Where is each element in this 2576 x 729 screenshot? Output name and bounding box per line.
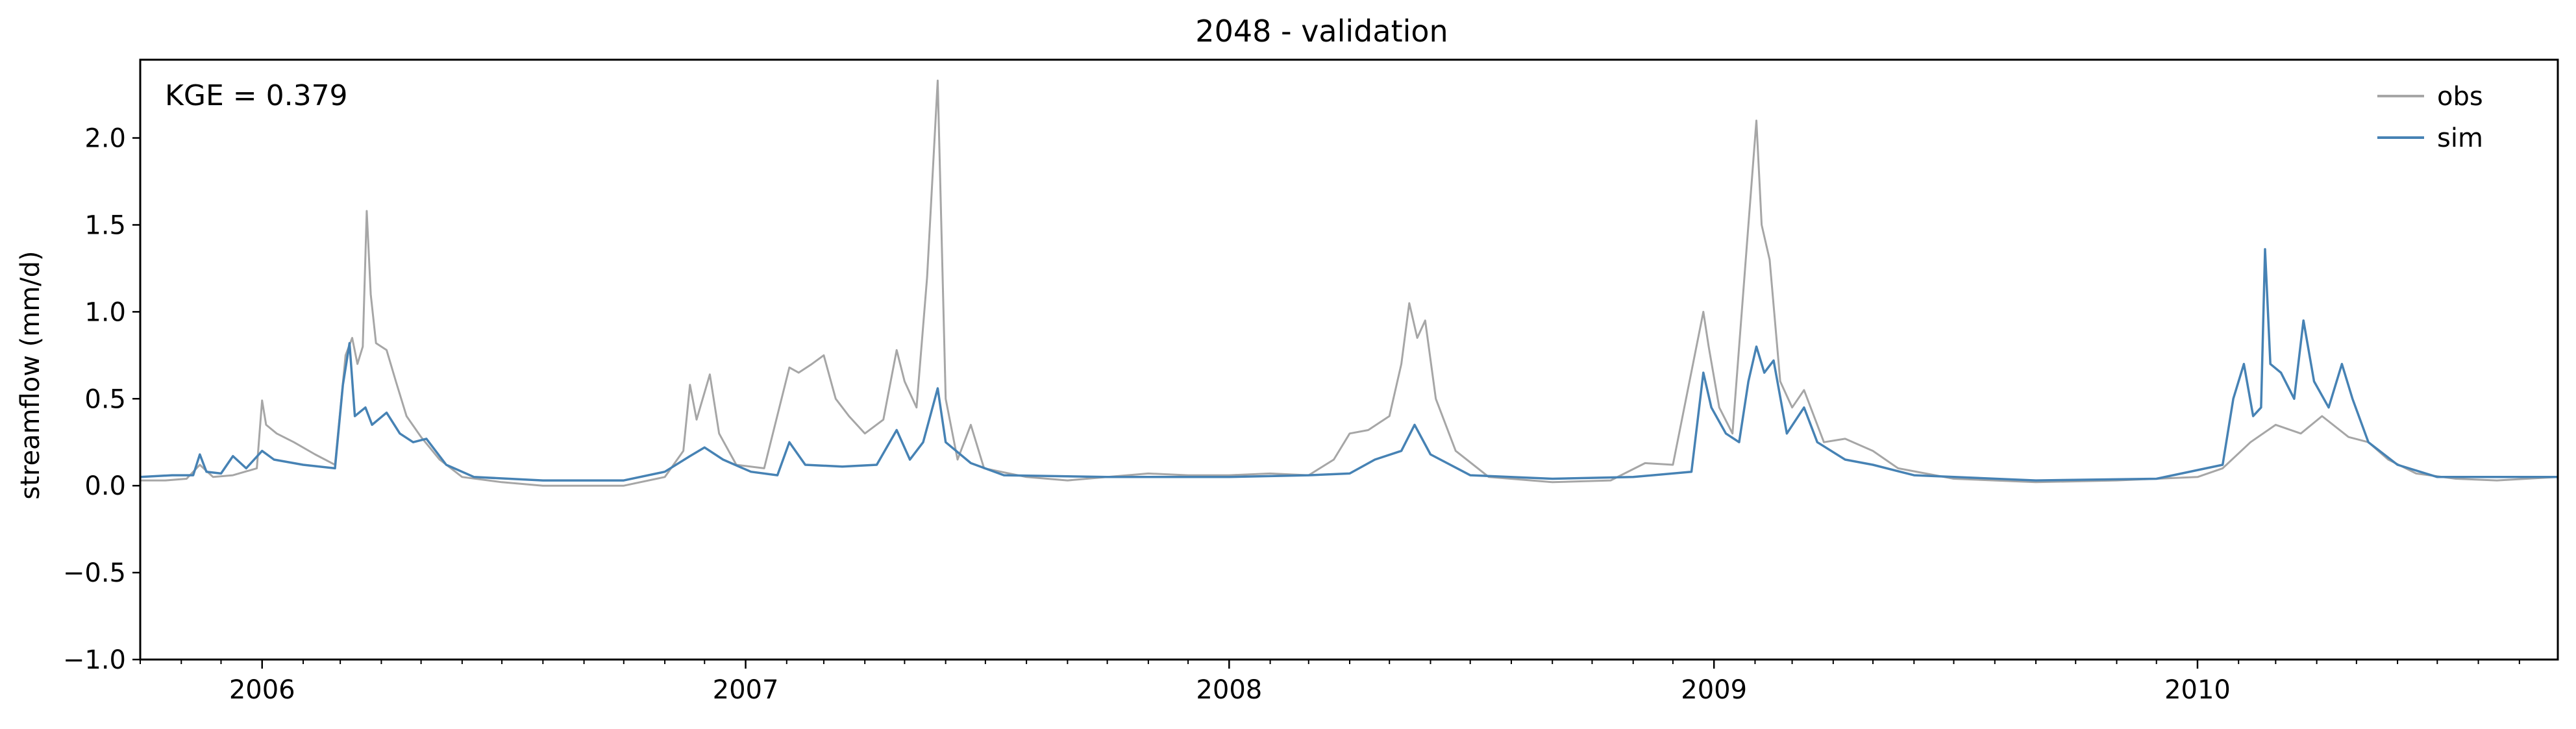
x-tick-label: 2006	[229, 675, 295, 705]
legend-label-obs: obs	[2437, 82, 2483, 112]
y-tick-label: −1.0	[63, 645, 126, 675]
x-tick-label: 2008	[1196, 675, 1262, 705]
plot-frame	[139, 58, 2559, 661]
y-tick-label: 0.0	[84, 471, 126, 501]
x-tick-label: 2007	[713, 675, 779, 705]
kge-annotation: KGE = 0.379	[165, 79, 348, 112]
y-axis: −1.0 −0.5 0.0 0.5 1.0 1.5 2.0	[63, 124, 140, 675]
legend-label-sim: sim	[2437, 123, 2483, 153]
plot-area	[140, 79, 2558, 487]
y-tick-label: 0.5	[84, 384, 126, 414]
legend: obs sim	[2377, 82, 2483, 153]
x-tick-label: 2010	[2164, 675, 2231, 705]
x-tick-label: 2009	[1681, 675, 1747, 705]
y-tick-label: 1.0	[84, 297, 126, 327]
chart-title: 2048 - validation	[1195, 14, 1448, 49]
y-tick-label: −0.5	[63, 558, 126, 588]
y-tick-label: 1.5	[84, 210, 126, 240]
series-line-obs	[140, 79, 2558, 487]
y-tick-label: 2.0	[84, 124, 126, 154]
series-line-sim	[140, 248, 2558, 482]
x-axis: 2006 2007 2008 2009 2010	[140, 660, 2520, 705]
y-axis-label: streamflow (mm/d)	[16, 251, 45, 499]
